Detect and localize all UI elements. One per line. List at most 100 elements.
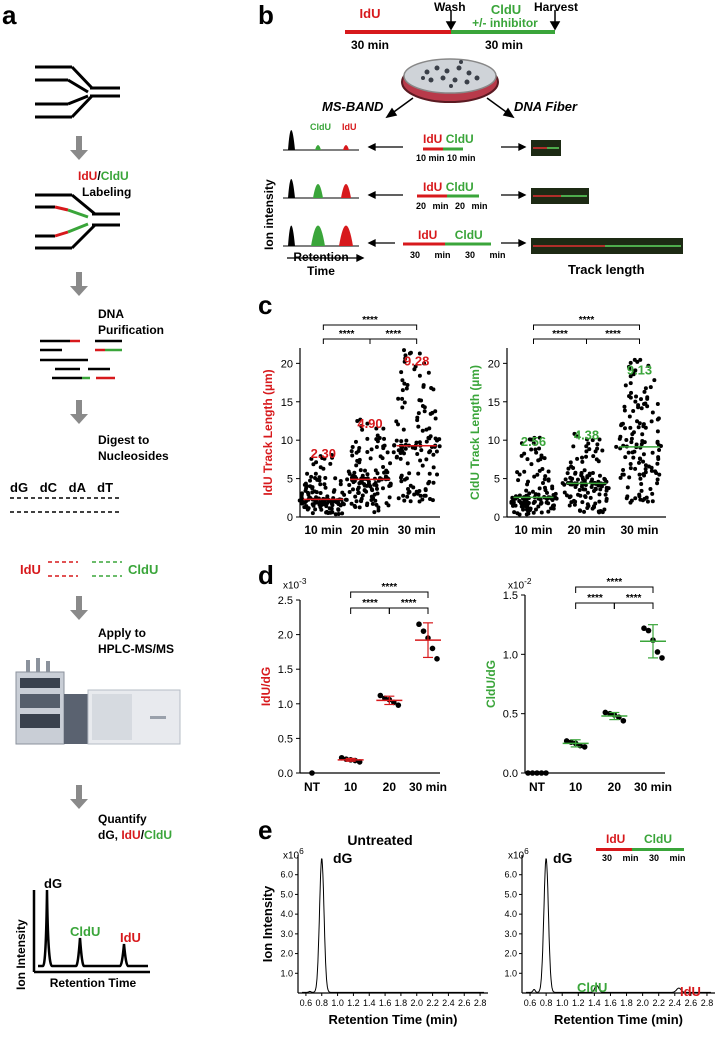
c-right-point	[655, 401, 660, 406]
c-left-point	[402, 498, 407, 503]
c-right-point	[575, 434, 580, 439]
d-left-sig-label: ****	[382, 582, 398, 593]
c-left-point	[416, 471, 421, 476]
c-right-point	[585, 490, 590, 495]
e-left-xtick-label: 1.0	[331, 998, 344, 1008]
chrom-a-dg: dG	[44, 876, 63, 891]
c-right-point	[636, 425, 641, 430]
down-arrow-icon	[70, 136, 88, 809]
c-right-point	[637, 472, 642, 477]
c-right-point	[603, 492, 608, 497]
c-right-point	[530, 489, 535, 494]
d-right-xtick-label: 30 min	[634, 780, 672, 794]
c-left-point	[411, 485, 416, 490]
c-right-point	[593, 486, 598, 491]
c-left-point	[374, 483, 379, 488]
e-right-xtick-label: 2.0	[636, 998, 649, 1008]
c-left-point	[415, 491, 420, 496]
c-right-point	[628, 360, 633, 365]
c-right-point	[588, 495, 593, 500]
c-left-point	[424, 439, 429, 444]
c-left-point	[416, 424, 421, 429]
c-left-point	[396, 422, 401, 427]
c-right-point	[537, 486, 542, 491]
c-right-point	[539, 453, 544, 458]
c-left-point	[384, 468, 389, 473]
c-left-point	[323, 485, 328, 490]
panel-letter-d: d	[258, 560, 274, 590]
c-right-point	[658, 444, 663, 449]
c-right-point	[550, 486, 555, 491]
c-right-xtick-label: 30 min	[620, 523, 658, 537]
c-right-point	[650, 499, 655, 504]
c-left-point	[353, 494, 358, 499]
c-left-median-label: 4.90	[357, 416, 382, 431]
c-right-point	[640, 432, 645, 437]
c-left-point	[419, 448, 424, 453]
c-right-points-2	[614, 357, 663, 505]
e-right-xtick-label: 1.2	[572, 998, 585, 1008]
c-right-point	[642, 389, 647, 394]
d-left-point	[377, 692, 384, 699]
b-msband-title: MS-BAND	[322, 99, 384, 114]
c-right-point	[571, 444, 576, 449]
c-left-point	[334, 499, 339, 504]
c-right-point	[580, 459, 585, 464]
c-right-point	[538, 497, 543, 502]
c-left-median-label: 9.28	[404, 353, 429, 368]
c-left-point	[420, 497, 425, 502]
c-right-point	[586, 441, 591, 446]
e-left-xtick-label: 1.8	[395, 998, 408, 1008]
d-right-sig-label: ****	[626, 593, 642, 604]
c-left-point	[338, 482, 343, 487]
c-left-point	[384, 501, 389, 506]
c-left-point	[422, 409, 427, 414]
c-right-point	[649, 419, 654, 424]
e-left-xtick-label: 1.4	[363, 998, 376, 1008]
c-right-point	[642, 473, 647, 478]
c-right-point	[573, 484, 578, 489]
c-left-ytick-label: 20	[281, 358, 293, 370]
c-left-point	[355, 418, 360, 423]
c-right-point	[655, 461, 660, 466]
c-left-point	[417, 440, 422, 445]
c-right-point	[573, 470, 578, 475]
c-left-point	[370, 501, 375, 506]
c-right-point	[587, 447, 592, 452]
c-left-point	[353, 474, 358, 479]
c-right-point	[631, 371, 636, 376]
c-left-sig-label: ****	[339, 329, 355, 340]
c-left-point	[321, 499, 326, 504]
c-right-point	[579, 484, 584, 489]
c-right-point	[580, 500, 585, 505]
c-left-point	[401, 493, 406, 498]
c-left-point	[374, 486, 379, 491]
c-right-point	[526, 479, 531, 484]
c-right-point	[587, 473, 592, 478]
c-right-point	[539, 500, 544, 505]
panel-letter-a: a	[2, 0, 17, 30]
c-right-point	[572, 431, 577, 436]
chrom-a-xlabel: Retention Time	[49, 976, 137, 990]
c-left-point	[412, 492, 417, 497]
c-right-median-label: 4.38	[574, 428, 599, 443]
c-left-point	[368, 456, 373, 461]
c-right-point	[518, 500, 523, 505]
c-right-point	[637, 492, 642, 497]
c-left-point	[396, 448, 401, 453]
c-left-point	[417, 398, 422, 403]
c-right-point	[513, 503, 518, 508]
c-left-points-2	[391, 348, 442, 504]
c-right-point	[542, 477, 547, 482]
c-left-point	[333, 476, 338, 481]
c-left-point	[420, 428, 425, 433]
c-left-point	[391, 450, 396, 455]
c-right-point	[515, 470, 520, 475]
d-left-sig-bracket	[388, 607, 429, 614]
c-left-point	[366, 479, 371, 484]
timeline-arrows	[445, 10, 561, 31]
c-left-point	[359, 424, 364, 429]
c-left-point	[365, 436, 370, 441]
c-left-point	[299, 491, 304, 496]
